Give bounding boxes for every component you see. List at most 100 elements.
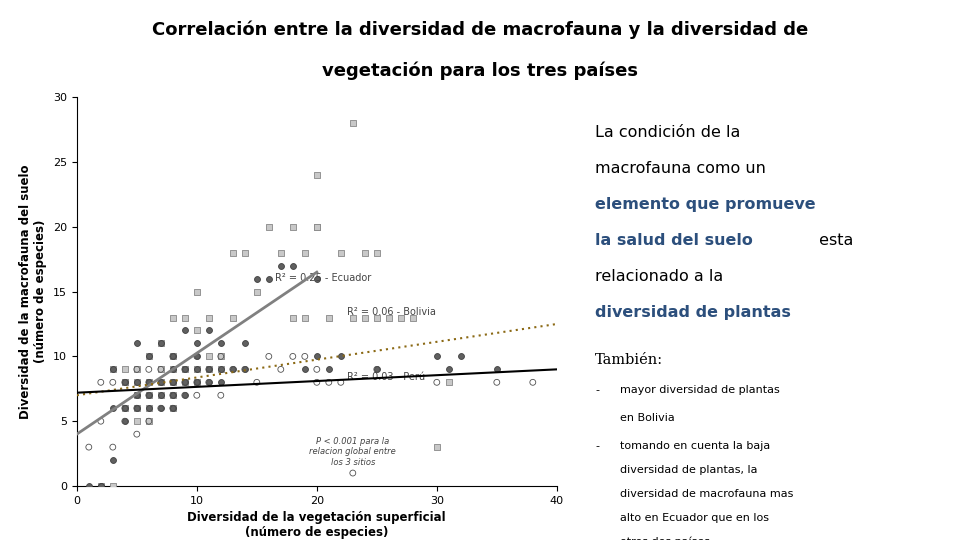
Point [154,391,169,400]
Text: Correlación entre la diversidad de macrofauna y la diversidad de: Correlación entre la diversidad de macro… [152,21,808,39]
Point [237,248,252,257]
Text: relacionado a la: relacionado a la [595,269,724,284]
Point [309,222,324,231]
Point [202,365,217,374]
Point [177,326,192,335]
Point [105,365,121,374]
Point [273,365,288,374]
Point [213,391,228,400]
Text: elemento que promueve: elemento que promueve [595,197,816,212]
Point [141,352,156,361]
Point [321,365,337,374]
Text: tomando en cuenta la baja: tomando en cuenta la baja [620,441,770,451]
Point [165,391,180,400]
Point [154,404,169,413]
Point [93,482,108,490]
Point [141,365,156,374]
Point [309,222,324,231]
Point [321,378,337,387]
Point [202,352,217,361]
Point [225,248,240,257]
Point [165,378,180,387]
Point [189,378,204,387]
Point [117,404,132,413]
Point [261,222,276,231]
Point [129,378,145,387]
Point [213,339,228,348]
Point [189,287,204,296]
Point [213,378,228,387]
Point [165,378,180,387]
Point [141,404,156,413]
Point [165,404,180,413]
Point [141,417,156,426]
Text: -: - [595,441,599,451]
Point [93,482,108,490]
Y-axis label: Diversidad de la macrofauna del suelo
(número de especies): Diversidad de la macrofauna del suelo (n… [19,164,47,419]
Point [129,417,145,426]
Point [309,274,324,283]
Point [285,261,300,270]
Point [117,404,132,413]
Point [117,378,132,387]
Text: vegetación para los tres países: vegetación para los tres países [322,62,638,80]
Point [250,274,265,283]
Point [177,365,192,374]
Point [333,248,348,257]
Point [225,313,240,322]
Point [357,248,372,257]
Text: alto en Ecuador que en los: alto en Ecuador que en los [620,513,769,523]
Point [129,339,145,348]
Point [285,313,300,322]
Point [117,404,132,413]
Point [105,443,121,451]
Point [177,365,192,374]
Point [273,261,288,270]
Text: la salud del suelo: la salud del suelo [595,233,753,248]
Point [189,378,204,387]
Point [165,352,180,361]
Point [165,365,180,374]
Point [381,313,396,322]
Point [81,443,96,451]
Point [189,352,204,361]
Point [202,365,217,374]
Point [309,171,324,179]
Point [81,482,96,490]
Point [141,391,156,400]
Point [141,352,156,361]
Text: También:: También: [595,353,663,367]
Point [298,248,313,257]
Point [189,365,204,374]
Point [202,378,217,387]
Point [189,326,204,335]
Point [141,391,156,400]
Point [213,365,228,374]
Point [117,365,132,374]
Point [189,339,204,348]
Point [129,391,145,400]
Point [117,378,132,387]
Point [129,430,145,438]
Point [105,482,121,490]
Text: mayor diversidad de plantas: mayor diversidad de plantas [620,385,780,395]
Point [177,365,192,374]
Point [154,365,169,374]
Text: esta: esta [814,233,853,248]
Point [129,404,145,413]
Point [261,274,276,283]
Point [165,365,180,374]
Point [525,378,540,387]
Point [369,313,384,322]
Point [309,365,324,374]
Point [202,326,217,335]
Point [129,391,145,400]
Point [154,404,169,413]
Point [141,378,156,387]
Point [429,378,444,387]
Point [129,365,145,374]
Point [489,365,505,374]
Point [202,378,217,387]
Point [154,339,169,348]
Text: macrofauna como un: macrofauna como un [595,161,766,176]
